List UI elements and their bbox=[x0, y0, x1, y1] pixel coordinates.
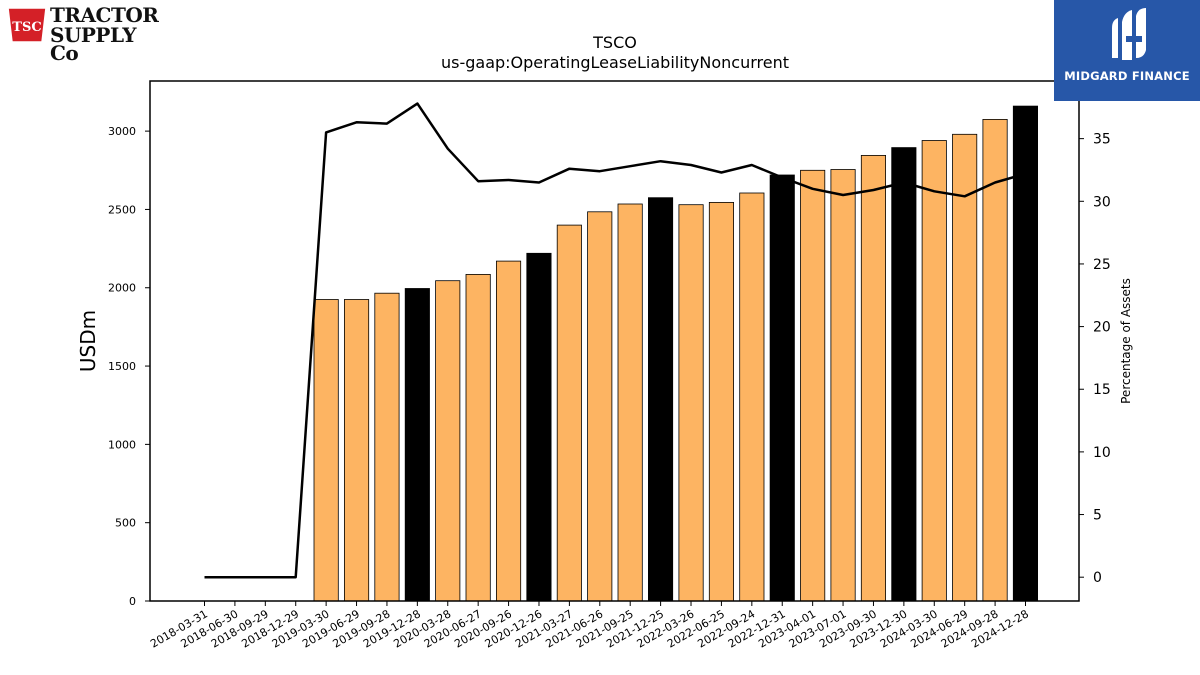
y2-tick-label: 5 bbox=[1093, 508, 1102, 524]
bar bbox=[343, 299, 370, 602]
company-name-line1: TRACTOR bbox=[50, 3, 159, 27]
bar bbox=[374, 292, 400, 602]
y2-axis-label: Percentage of Assets bbox=[1119, 278, 1133, 404]
company-name-line2: SUPPLY Co bbox=[50, 23, 137, 65]
company-badge-icon: TSC bbox=[7, 7, 47, 43]
bar bbox=[313, 299, 339, 602]
bar bbox=[556, 224, 582, 602]
bar bbox=[404, 288, 430, 602]
y2-tick-label: 10 bbox=[1093, 445, 1111, 461]
y2-tick-label: 0 bbox=[1093, 570, 1102, 586]
company-badge-text: TSC bbox=[12, 20, 41, 35]
bar bbox=[800, 169, 826, 602]
bar bbox=[465, 273, 491, 602]
brand-mark-icon bbox=[1112, 8, 1146, 60]
y2-tick-label: 20 bbox=[1093, 320, 1111, 336]
y-tick-label: 1500 bbox=[108, 360, 136, 373]
y2-tick-label: 15 bbox=[1093, 382, 1111, 398]
bar bbox=[1012, 105, 1038, 602]
bar bbox=[435, 280, 461, 602]
bar bbox=[526, 252, 552, 602]
y-tick-label: 3000 bbox=[108, 125, 136, 138]
bar bbox=[495, 260, 522, 602]
bar bbox=[830, 169, 856, 602]
bar bbox=[860, 154, 886, 602]
y-axis-label: USDm bbox=[76, 310, 100, 372]
company-logo: TSC TRACTOR SUPPLY Co bbox=[6, 3, 166, 63]
bar bbox=[708, 201, 734, 602]
bar bbox=[952, 133, 978, 602]
plot-frame bbox=[149, 80, 1080, 602]
y-tick-label: 2500 bbox=[108, 203, 136, 216]
bar bbox=[739, 192, 765, 602]
y2-tick-label: 25 bbox=[1093, 257, 1111, 273]
chart-title: TSCO bbox=[592, 33, 637, 52]
bar bbox=[678, 204, 704, 602]
series-line bbox=[204, 102, 1026, 579]
y-tick-label: 0 bbox=[129, 595, 136, 608]
bar bbox=[587, 211, 613, 602]
y2-tick-label: 35 bbox=[1093, 132, 1111, 148]
bar bbox=[617, 203, 643, 602]
bar bbox=[982, 119, 1008, 602]
bar bbox=[891, 147, 917, 602]
y-tick-label: 500 bbox=[115, 517, 136, 530]
brand-name: MIDGARD FINANCE bbox=[1064, 69, 1190, 83]
brand-logo: MIDGARD FINANCE bbox=[1054, 0, 1200, 101]
y-tick-label: 1000 bbox=[108, 438, 136, 451]
y2-tick-label: 30 bbox=[1093, 194, 1111, 210]
bar bbox=[769, 174, 795, 602]
bar bbox=[648, 197, 674, 602]
chart-subtitle: us-gaap:OperatingLeaseLiabilityNoncurren… bbox=[441, 53, 789, 72]
bar bbox=[921, 140, 947, 602]
plot-area: 0500100015002000250030000510152025303520… bbox=[108, 102, 1111, 651]
y-tick-label: 2000 bbox=[108, 282, 136, 295]
